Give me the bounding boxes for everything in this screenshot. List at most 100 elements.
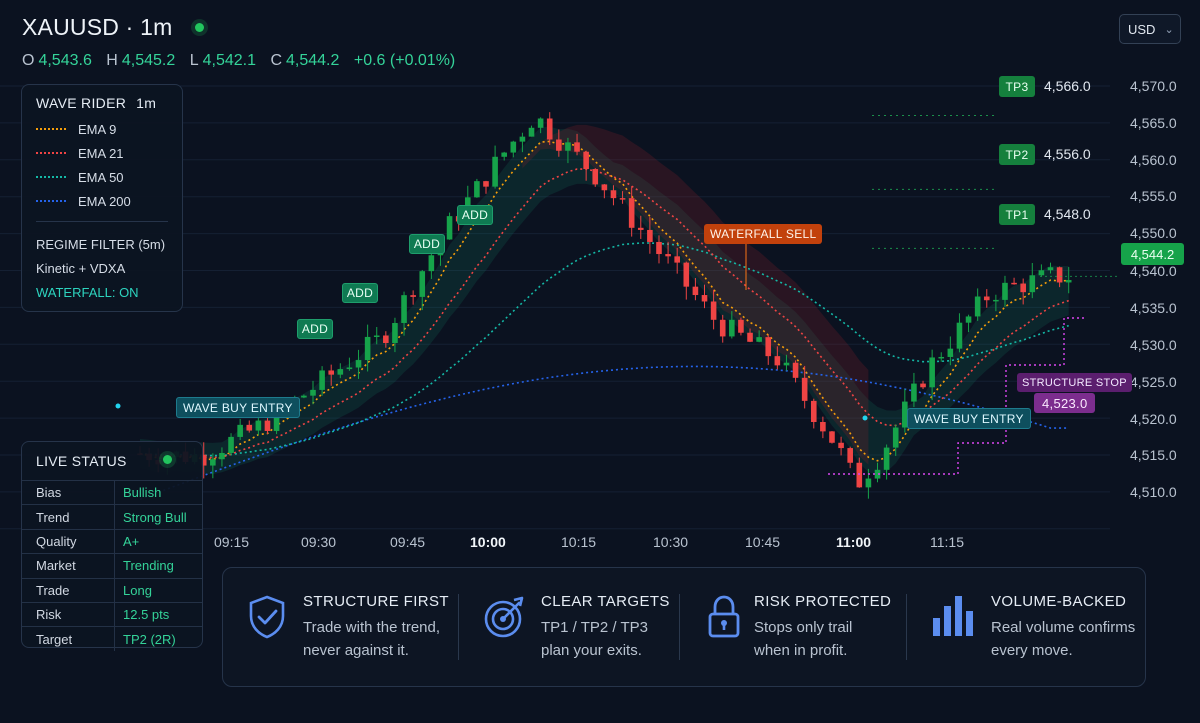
ema-cloud-band xyxy=(140,126,1069,476)
candle-body xyxy=(856,462,863,488)
feature-desc: every move. xyxy=(991,642,1073,659)
feature-desc: never against it. xyxy=(303,642,409,659)
currency-value: USD xyxy=(1128,21,1156,37)
candle-body xyxy=(219,452,225,460)
legend-ema-21: EMA 21 xyxy=(36,141,168,165)
candle-body xyxy=(1065,280,1072,283)
feature-desc: TP1 / TP2 / TP3 xyxy=(541,619,648,636)
status-key: Risk xyxy=(22,601,115,627)
tp3-value: 4,566.0 xyxy=(1044,78,1091,94)
candle-body xyxy=(628,198,635,228)
candle-body xyxy=(756,337,762,342)
tp2-tag[interactable]: TP2 xyxy=(999,144,1035,165)
candle-body xyxy=(474,181,480,198)
y-tick: 4,550.0 xyxy=(1130,225,1177,241)
candle-body xyxy=(692,286,699,296)
structure-stop-value: 4,523.0 xyxy=(1034,393,1096,413)
candle-body xyxy=(701,295,708,302)
low-label: L xyxy=(189,52,199,69)
y-tick: 4,565.0 xyxy=(1130,115,1177,131)
add-signal[interactable]: ADD xyxy=(457,205,493,225)
candle-body xyxy=(911,383,917,402)
chart-header: XAUUSD · 1m xyxy=(22,14,204,41)
target-icon xyxy=(484,596,524,638)
candle-body xyxy=(483,181,489,187)
candle-body xyxy=(683,262,690,287)
candle-body xyxy=(956,322,963,349)
wave-buy-entry-signal[interactable]: WAVE BUY ENTRY xyxy=(907,408,1031,429)
candle-body xyxy=(665,254,671,257)
ema-200-label: EMA 200 xyxy=(78,193,131,209)
candle-body xyxy=(310,389,316,396)
x-tick: 10:30 xyxy=(653,534,689,550)
close-value: 4,544.2 xyxy=(286,52,340,69)
y-tick: 4,530.0 xyxy=(1130,337,1177,353)
candle-body xyxy=(810,400,817,422)
candle-body xyxy=(637,227,644,230)
feature-divider xyxy=(458,594,459,660)
candle-body xyxy=(920,383,926,388)
add-signal[interactable]: ADD xyxy=(409,234,445,254)
candle-body xyxy=(492,156,498,187)
candle-body xyxy=(301,395,307,398)
wave-buy-entry-signal[interactable]: WAVE BUY ENTRY xyxy=(176,397,300,418)
status-row-quality: Quality A+ xyxy=(22,528,202,554)
feature-structure-first: STRUCTURE FIRST Trade with the trend, ne… xyxy=(223,568,458,686)
candle-body xyxy=(619,198,626,200)
candle-body xyxy=(264,420,271,431)
y-tick: 4,515.0 xyxy=(1130,447,1177,463)
ohlc-readout: O 4,543.6 H 4,545.2 L 4,542.1 C 4,544.2 +0.6… xyxy=(22,52,465,70)
feature-divider xyxy=(906,594,907,660)
candle-body xyxy=(783,362,790,366)
candle-body xyxy=(820,421,826,432)
tp1-value: 4,548.0 xyxy=(1044,206,1091,222)
candle-body xyxy=(947,348,954,357)
candle-body xyxy=(1002,282,1008,300)
x-tick: 09:30 xyxy=(301,534,337,550)
waterfall-zone xyxy=(522,124,869,465)
candle-body xyxy=(729,319,735,337)
open-label: O xyxy=(22,52,35,69)
structure-stop-line xyxy=(828,317,1086,475)
status-value: Long xyxy=(114,577,202,603)
tp1-tag[interactable]: TP1 xyxy=(999,204,1035,225)
ema-21-swatch xyxy=(36,152,66,154)
status-key: Trend xyxy=(22,504,115,530)
open-value: 4,543.6 xyxy=(38,52,92,69)
x-tick: 10:15 xyxy=(561,534,597,550)
candle-body xyxy=(874,469,881,479)
candle-body xyxy=(355,360,362,368)
candle-body xyxy=(601,184,608,191)
candle-body xyxy=(383,335,389,343)
live-status-panel: LIVE STATUS Bias Bullish Trend Strong Bull… xyxy=(21,441,203,651)
status-key: Bias xyxy=(22,479,115,505)
candle-body xyxy=(255,420,262,431)
candle-body xyxy=(228,436,234,453)
status-row-trade: Trade Long xyxy=(22,577,202,603)
waterfall-sell-signal[interactable]: WATERFALL SELL xyxy=(704,224,823,244)
candle-body xyxy=(419,271,426,297)
candle-body xyxy=(501,152,507,157)
currency-select[interactable]: USD ⌄ xyxy=(1119,14,1181,44)
live-status-table: Bias Bullish Trend Strong Bull Quality A+ M… xyxy=(22,479,202,651)
candle-body xyxy=(738,319,744,333)
candle-body xyxy=(373,335,380,338)
y-tick: 4,560.0 xyxy=(1130,152,1177,168)
candle-body xyxy=(847,448,853,463)
tp3-tag[interactable]: TP3 xyxy=(999,76,1035,97)
status-row-market: Market Trending xyxy=(22,553,202,579)
status-value: Bullish xyxy=(114,479,202,505)
indicator-legend: WAVE RIDER 1m EMA 9 EMA 21 EMA 50 EMA 200… xyxy=(21,84,183,312)
feature-desc: Trade with the trend, xyxy=(303,619,441,636)
entry-dot xyxy=(862,415,868,421)
feature-desc: plan your exits. xyxy=(541,642,642,659)
candle-body xyxy=(883,447,890,470)
status-key: Trade xyxy=(22,577,115,603)
legend-divider xyxy=(36,221,168,222)
candle-body xyxy=(537,118,544,128)
structure-stop-tag[interactable]: STRUCTURE STOP xyxy=(1017,373,1132,392)
add-signal[interactable]: ADD xyxy=(342,283,378,303)
add-signal[interactable]: ADD xyxy=(297,319,333,339)
legend-title: WAVE RIDER 1m xyxy=(36,95,168,111)
candle-body xyxy=(647,229,653,242)
